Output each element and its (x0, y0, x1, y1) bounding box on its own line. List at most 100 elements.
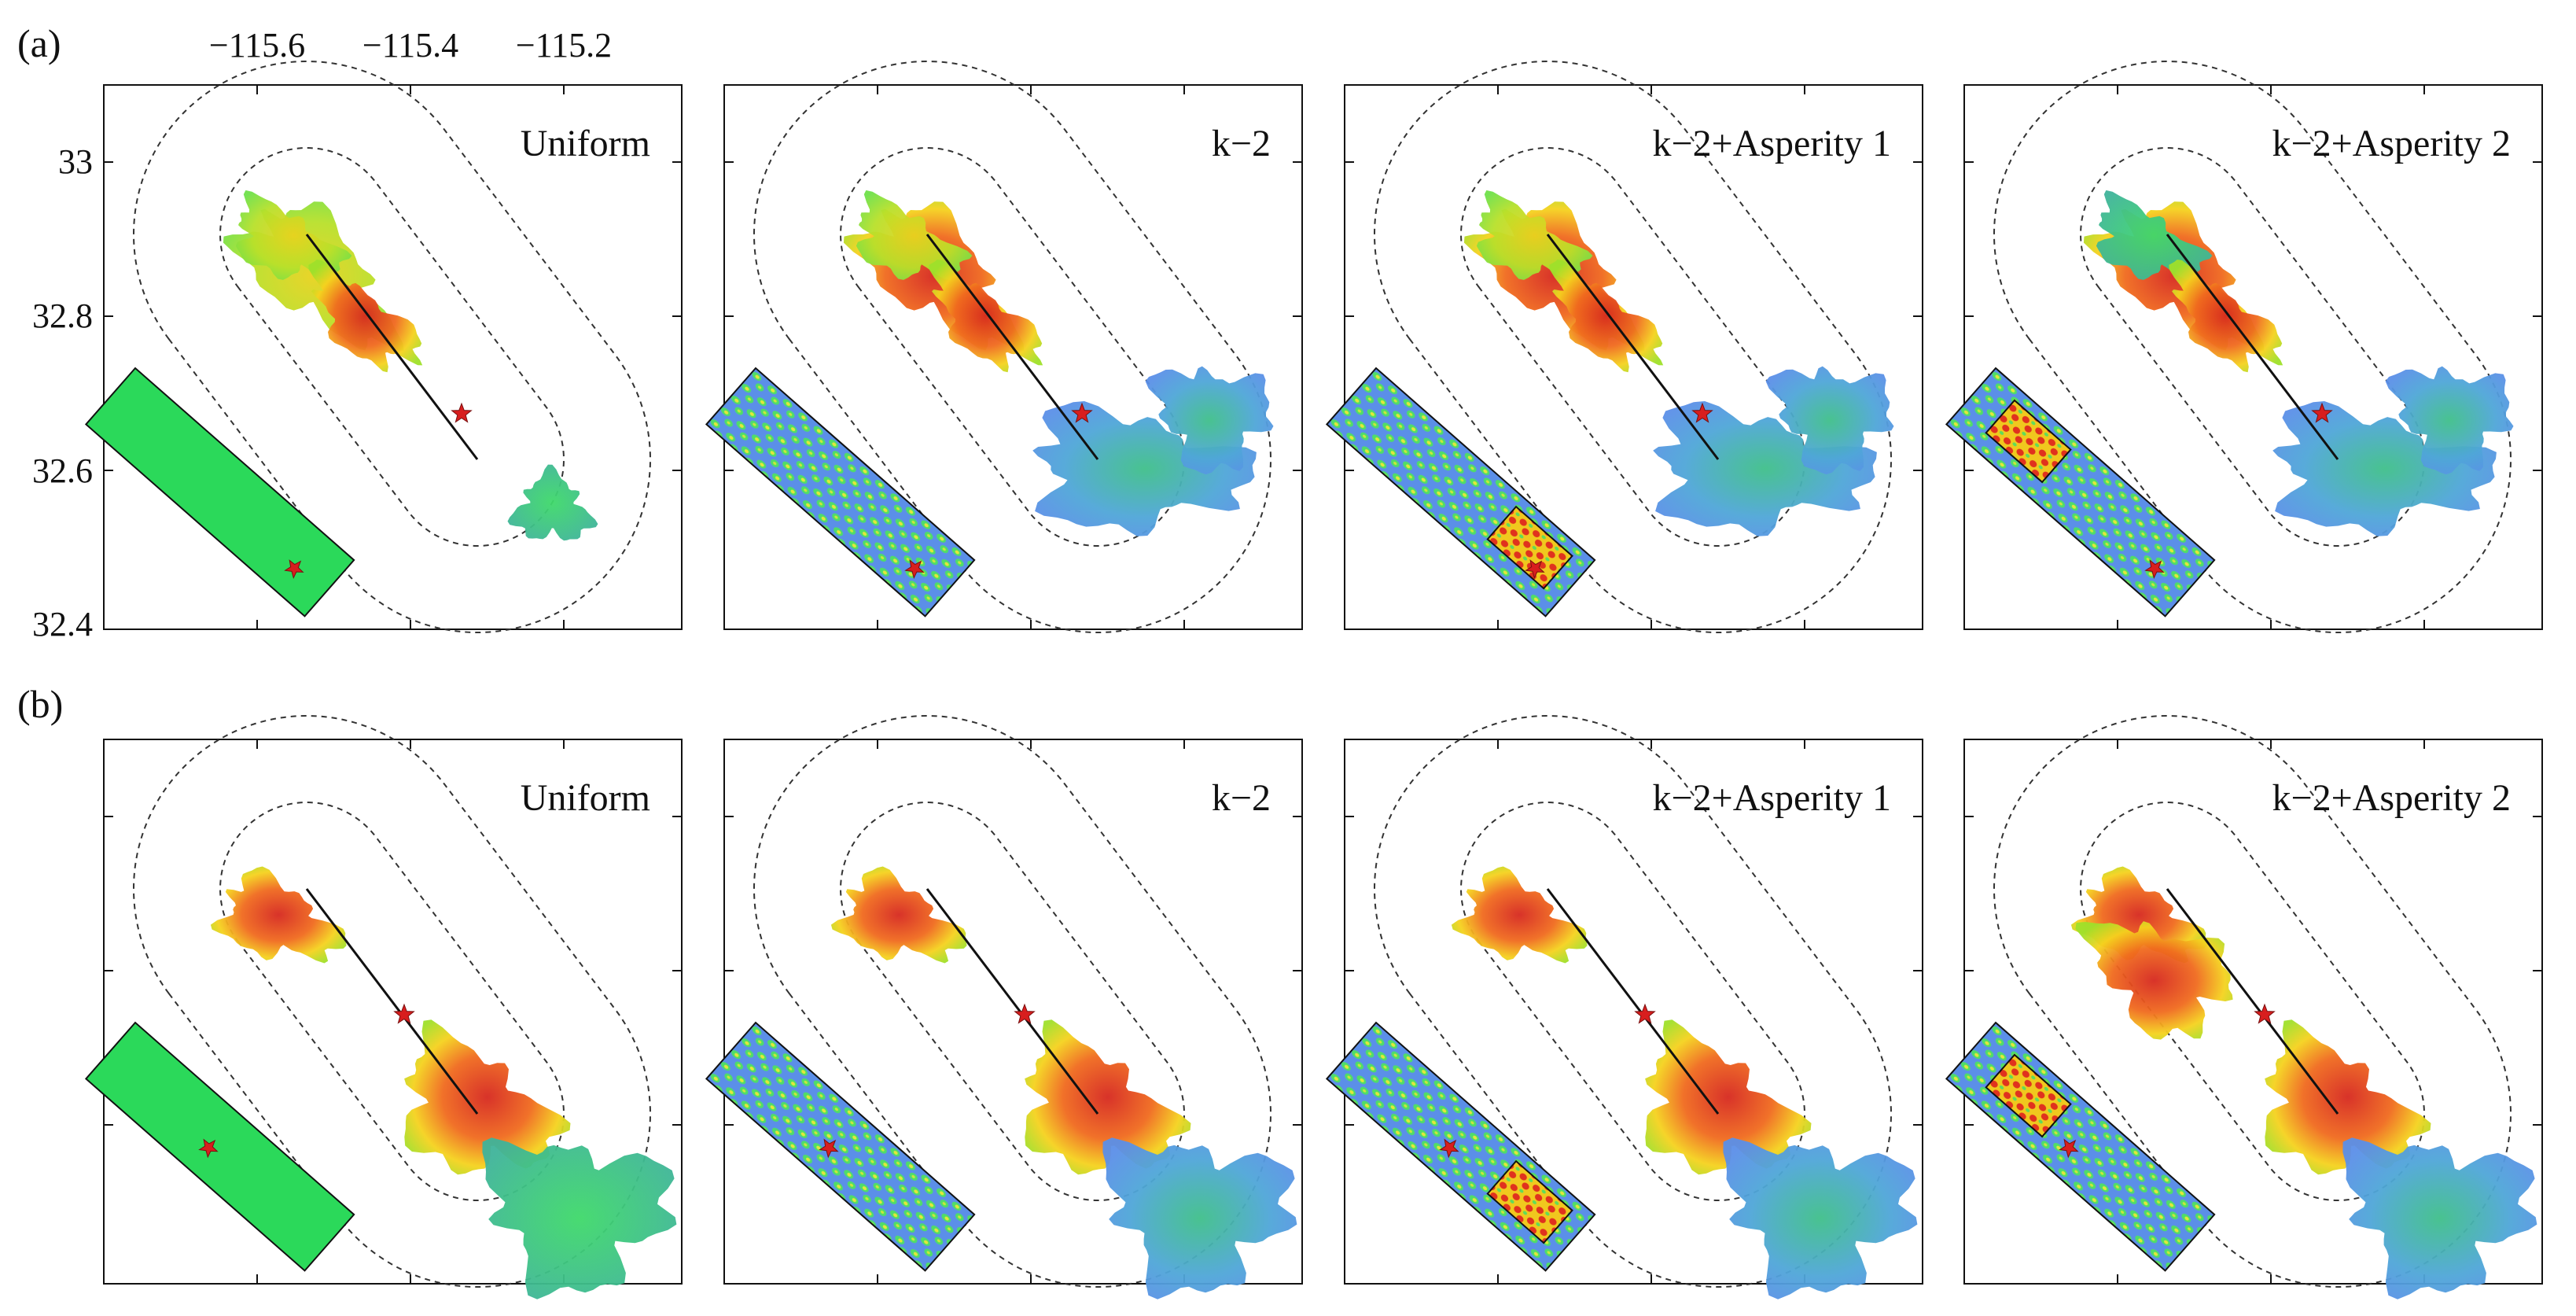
slip-patch (1032, 401, 1257, 536)
panel-frame (103, 84, 683, 630)
slip-patch (1723, 1137, 1918, 1299)
asperity-box (1486, 505, 1573, 590)
distance-contour-outer (753, 61, 1271, 633)
slip-patch (2265, 1019, 2431, 1175)
star-icon (1525, 559, 1545, 580)
rupture-plane (1325, 1021, 1596, 1272)
rupture-plane (1945, 367, 2216, 617)
fault-trace (926, 234, 1099, 460)
model-label: Uniform (521, 123, 650, 164)
rupture-plane-fill (705, 367, 976, 617)
map-panel: k−2 (705, 61, 1303, 633)
star-icon (1014, 1003, 1036, 1024)
slip-patch (1102, 1137, 1297, 1299)
slip-patch (1025, 1019, 1191, 1175)
rupture-plane (84, 1021, 355, 1272)
row-label-a: (a) (17, 21, 61, 65)
distance-contour-inner (219, 147, 565, 547)
slip-patch (830, 866, 967, 964)
slip-patch (1645, 1019, 1812, 1175)
asperity-box (1486, 1159, 1573, 1244)
rupture-plane-fill (84, 367, 355, 617)
star-icon (819, 1138, 839, 1159)
y-tick-label: 33 (58, 142, 93, 181)
slip-patch (2385, 366, 2514, 475)
fault-trace (305, 234, 479, 460)
model-label: k−2 (1212, 777, 1271, 819)
asperity-box (1985, 399, 2072, 484)
map-panel: Uniform (84, 715, 683, 1299)
star-icon (1691, 402, 1713, 423)
panel-grid: Uniform k−2 k−2+Asperity 1 k−2+Asperity 2 Un… (84, 61, 2543, 1299)
slip-patch (1765, 366, 1894, 475)
star-icon (393, 1003, 415, 1024)
star-icon (2144, 559, 2165, 580)
star-icon (1634, 1003, 1656, 1024)
slip-patch (929, 260, 1043, 373)
map-panel: k−2+Asperity 2 (1945, 715, 2543, 1299)
rupture-plane (705, 367, 976, 617)
slip-patch (210, 866, 347, 964)
star-icon (1071, 402, 1093, 423)
slip-patch (2169, 260, 2283, 373)
model-label: k−2+Asperity 1 (1653, 123, 1891, 164)
y-tick-label: 32.8 (32, 297, 93, 335)
distance-contour-outer (1993, 61, 2512, 633)
y-tick-label: 32.4 (32, 605, 93, 643)
rupture-plane-fill (84, 1021, 355, 1272)
distance-contour-inner (219, 802, 565, 1201)
slip-patch (404, 1019, 571, 1175)
model-label: k−2+Asperity 1 (1653, 777, 1891, 819)
asperity-box (1985, 1053, 2072, 1138)
map-panel: k−2+Asperity 1 (1325, 715, 1923, 1299)
rupture-plane (84, 367, 355, 617)
slip-patch (1145, 366, 1274, 475)
x-tick-label: −115.4 (362, 26, 458, 65)
model-label: k−2 (1212, 123, 1271, 164)
fault-trace (926, 888, 1099, 1115)
distance-contour-inner (2080, 802, 2425, 1201)
rupture-plane (1325, 367, 1596, 617)
map-panel: Uniform (84, 61, 683, 633)
star-icon (284, 559, 304, 580)
slip-patch (1549, 260, 1664, 373)
fault-trace (305, 888, 479, 1115)
map-panel: k−2+Asperity 1 (1325, 61, 1923, 633)
distance-contour-outer (1993, 715, 2512, 1288)
panel-frame (1963, 84, 2543, 630)
distance-contour-outer (1374, 61, 1892, 633)
map-panel: k−2+Asperity 2 (1945, 61, 2543, 633)
fault-trace (2166, 234, 2339, 460)
slip-patch (2272, 401, 2497, 536)
distance-contour-outer (753, 715, 1271, 1288)
slip-patch (1451, 866, 1588, 964)
map-panel: k−2 (705, 715, 1303, 1299)
star-icon (2254, 1003, 2276, 1024)
rupture-plane-fill (705, 1021, 976, 1272)
slip-patch (507, 464, 598, 541)
panel-frame (723, 84, 1303, 630)
fault-trace (1546, 888, 1720, 1115)
fault-trace (2166, 888, 2339, 1115)
star-icon (198, 1138, 219, 1159)
distance-contour-inner (1460, 802, 1805, 1201)
x-tick-label: −115.2 (516, 26, 612, 65)
model-label: Uniform (521, 777, 650, 819)
distance-contour-outer (133, 61, 651, 633)
star-icon (1439, 1138, 1459, 1159)
rupture-plane (1945, 1021, 2216, 1272)
x-tick-label: −115.6 (209, 26, 305, 65)
distance-contour-outer (133, 715, 651, 1288)
star-icon (904, 559, 925, 580)
star-icon (2311, 402, 2333, 423)
slip-patch (2342, 1137, 2537, 1299)
distance-contour-outer (1374, 715, 1892, 1288)
panel-frame (1344, 84, 1923, 630)
star-icon (451, 402, 473, 423)
slip-patch (482, 1137, 677, 1299)
star-icon (2059, 1138, 2079, 1159)
distance-contour-inner (840, 802, 1185, 1201)
model-label: k−2+Asperity 2 (2272, 777, 2511, 819)
fault-trace (1546, 234, 1720, 460)
